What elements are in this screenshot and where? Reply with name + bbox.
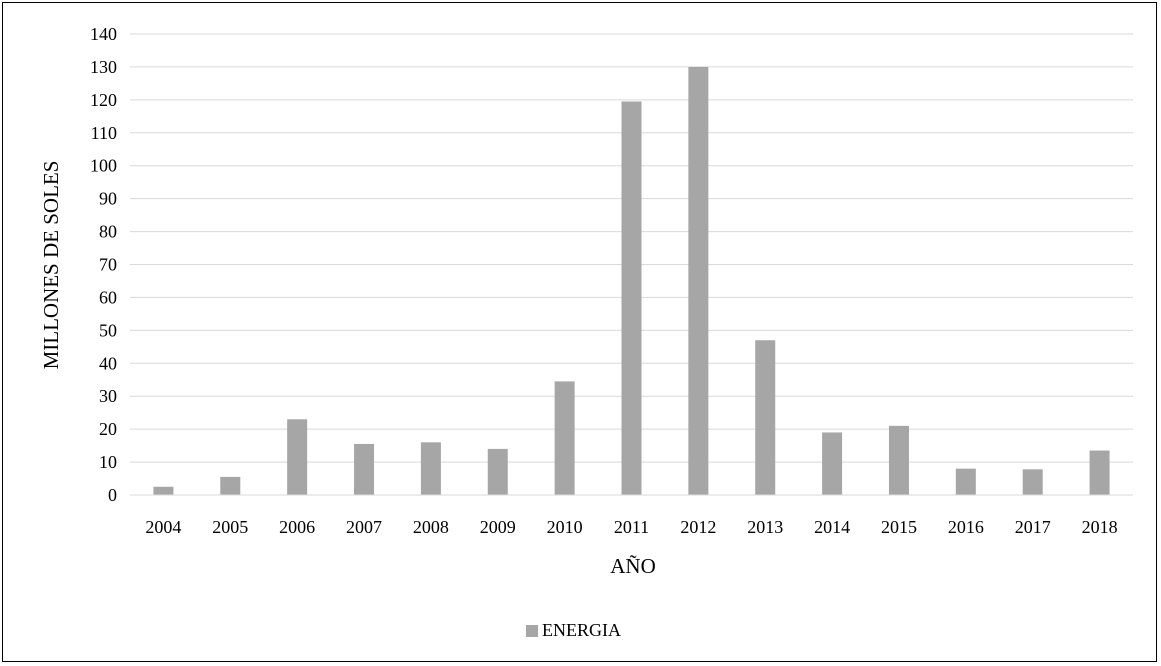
bar-2015: [888, 425, 909, 495]
x-tick-label: 2011: [614, 517, 649, 537]
bar-2008: [420, 442, 441, 495]
y-tick-label: 130: [90, 57, 117, 77]
y-tick-label: 20: [99, 419, 117, 439]
bar-2004: [153, 486, 174, 495]
y-tick-label: 90: [99, 189, 117, 209]
y-tick-label: 110: [91, 123, 117, 143]
y-tick-label: 50: [99, 320, 117, 340]
y-tick-label: 80: [99, 222, 117, 242]
x-tick-label: 2005: [212, 517, 248, 537]
y-tick-label: 40: [99, 353, 117, 373]
bar-2005: [220, 476, 241, 495]
x-tick-labels: 2004 2005 2006 2007 2008 2009 2010 2011 2012 2013…: [145, 517, 1117, 537]
bars: [153, 66, 1110, 495]
y-tick-label: 0: [108, 485, 117, 505]
bar-2016: [955, 468, 976, 495]
bar-2007: [354, 443, 375, 495]
y-tick-labels: 0 10 20 30 40 50 60 70 80 90 100 110 120 130 140: [90, 24, 117, 505]
x-tick-label: 2014: [814, 517, 850, 537]
bar-2006: [287, 419, 308, 495]
bar-2011: [621, 101, 642, 495]
x-tick-label: 2016: [948, 517, 984, 537]
x-tick-label: 2004: [145, 517, 181, 537]
bar-2012: [688, 66, 709, 495]
x-tick-label: 2010: [547, 517, 583, 537]
bar-2017: [1022, 469, 1043, 495]
y-tick-label: 60: [99, 287, 117, 307]
bar-2009: [487, 448, 508, 495]
x-tick-label: 2013: [747, 517, 783, 537]
y-tick-label: 140: [90, 24, 117, 44]
x-tick-label: 2007: [346, 517, 382, 537]
legend: ENERGIA: [526, 620, 621, 640]
y-tick-label: 70: [99, 255, 117, 275]
y-tick-label: 120: [90, 90, 117, 110]
y-axis-title: MILLONES DE SOLES: [39, 161, 63, 370]
x-tick-label: 2006: [279, 517, 315, 537]
x-tick-label: 2018: [1082, 517, 1118, 537]
x-tick-label: 2008: [413, 517, 449, 537]
legend-swatch: [526, 625, 538, 637]
bar-2013: [755, 340, 776, 495]
x-tick-label: 2015: [881, 517, 917, 537]
y-tick-label: 100: [90, 156, 117, 176]
y-tick-label: 10: [99, 452, 117, 472]
bar-2018: [1089, 450, 1110, 495]
y-tick-label: 30: [99, 386, 117, 406]
bar-2014: [822, 432, 843, 495]
x-axis-title: AÑO: [610, 554, 656, 578]
x-tick-label: 2017: [1015, 517, 1051, 537]
x-tick-label: 2009: [480, 517, 516, 537]
x-tick-label: 2012: [680, 517, 716, 537]
bar-2010: [554, 381, 575, 495]
legend-label: ENERGIA: [542, 620, 621, 640]
